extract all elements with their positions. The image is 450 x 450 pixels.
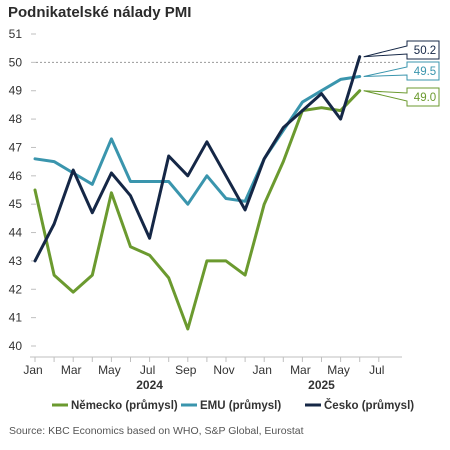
callout-value-0: 49.0 [414,92,436,104]
callout-value-2: 50.2 [414,45,436,57]
callout-box-1 [363,61,440,81]
x-tick-label: May [327,363,350,377]
x-tick-label: Jul [369,363,384,377]
callout-box-2 [363,40,440,60]
legend-label-2: Česko (průmysl) [324,399,414,412]
x-tick-label: May [98,363,121,377]
x-tick-label: Jan [23,363,42,377]
x-tick-label: Jul [140,363,155,377]
year-label: 2024 [136,378,163,392]
x-tick-label: Sep [175,363,197,377]
y-tick-label: 47 [9,140,23,154]
legend: Německo (průmysl) EMU (průmysl) Česko (prů… [52,399,414,412]
y-tick-label: 45 [9,197,23,211]
y-tick-label: 43 [9,254,23,268]
y-tick-label: 44 [9,226,23,240]
chart-title: Podnikatelské nálady PMI [8,4,192,21]
x-tick-label: Mar [290,363,311,377]
x-tick-label: Jan [253,363,272,377]
callout-value-1: 49.5 [414,66,436,78]
series-line-0 [33,89,362,331]
y-tick-label: 51 [9,27,23,41]
y-tick-label: 41 [9,311,23,325]
y-tick-label: 42 [9,282,23,296]
year-label: 2025 [308,378,335,392]
series-lines [33,55,362,331]
series-line-1 [33,75,362,206]
legend-label-1: EMU (průmysl) [200,400,281,412]
y-tick-label: 50 [9,55,23,69]
y-tick-label: 40 [9,339,23,353]
x-tick-label: Nov [213,363,234,377]
legend-label-0: Německo (průmysl) [71,400,178,412]
value-callouts: 49.0 49.5 50.2 [363,40,440,107]
y-tick-label: 48 [9,112,23,126]
source-note: Source: KBC Economics based on WHO, S&P … [9,425,304,437]
axes: 40 41 42 43 44 45 46 47 48 49 50 51 Jan Mar May Jul Sep N… [9,27,402,392]
y-tick-label: 49 [9,84,23,98]
y-tick-label: 46 [9,169,23,183]
x-tick-label: Mar [61,363,82,377]
series-line-2 [33,55,362,263]
callout-box-0 [363,87,440,107]
